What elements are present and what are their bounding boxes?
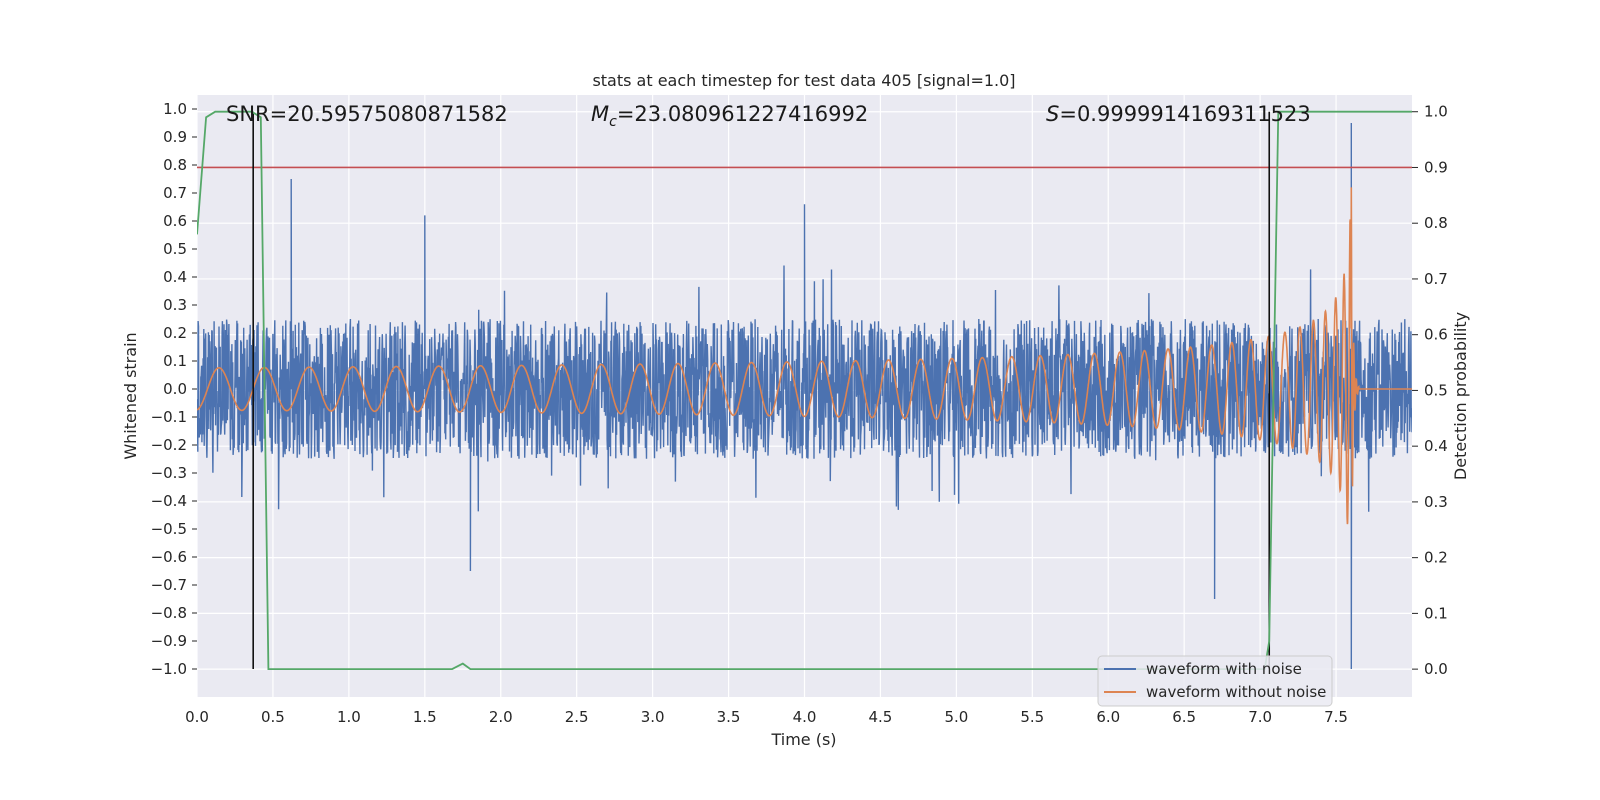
- y-tick-label-14: −0.4: [151, 492, 187, 510]
- y-tick-label-19: −0.9: [151, 632, 187, 650]
- mc-subscript: c: [609, 114, 617, 130]
- x-axis-ticks: 0.0 0.5 1.0 1.5 2.0 2.5 3.0 3.5 4.0 4.5 5.0 5.5 6.0 6…: [185, 708, 1348, 726]
- y-tick-label-7: 0.3: [163, 296, 187, 314]
- x-tick-label-5: 2.5: [565, 708, 589, 726]
- x-tick-label-1: 0.5: [261, 708, 285, 726]
- x-tick-label-8: 4.0: [793, 708, 817, 726]
- y-tick-label-10: 0.0: [163, 380, 187, 398]
- x-tick-label-6: 3.0: [641, 708, 665, 726]
- series-waveform-with-noise: [197, 123, 1412, 670]
- y-right-tick-label-7: 0.3: [1424, 493, 1448, 511]
- x-tick-label-7: 3.5: [717, 708, 741, 726]
- x-tick-label-14: 7.0: [1248, 708, 1272, 726]
- x-tick-label-4: 2.0: [489, 708, 513, 726]
- y-tick-label-11: −0.1: [151, 408, 187, 426]
- y-right-tick-label-6: 0.4: [1424, 437, 1448, 455]
- y-tick-label-16: −0.6: [151, 548, 187, 566]
- x-tick-label-10: 5.0: [944, 708, 968, 726]
- y-tick-label-0: 1.0: [163, 100, 187, 118]
- s-value: =0.9999914169311523: [1059, 102, 1310, 126]
- y-right-tick-label-3: 0.7: [1424, 270, 1448, 288]
- y-tick-label-15: −0.5: [151, 520, 187, 538]
- x-tick-label-0: 0.0: [185, 708, 209, 726]
- y-tick-label-8: 0.2: [163, 324, 187, 342]
- y-right-tick-label-9: 0.1: [1424, 604, 1448, 622]
- y-tick-label-6: 0.4: [163, 268, 187, 286]
- series-detection-probability: [197, 110, 1412, 670]
- series-waveform-without-noise: [197, 187, 1412, 525]
- y-tick-label-20: −1.0: [151, 660, 187, 678]
- chirp-mass-annotation: Mc=23.080961227416992: [591, 102, 868, 130]
- y-tick-label-1: 0.9: [163, 128, 187, 146]
- y-right-tick-label-8: 0.2: [1424, 549, 1448, 567]
- x-tick-label-15: 7.5: [1324, 708, 1348, 726]
- x-tick-label-3: 1.5: [413, 708, 437, 726]
- y-axis-ticks: 1.0 0.9 0.8 0.7 0.6 0.5 0.4 0.3 0.2 0.1 0.0 −0.1 −0.…: [151, 100, 197, 678]
- y-tick-label-12: −0.2: [151, 436, 187, 454]
- snr-annotation: SNR=20.59575080871582: [226, 102, 508, 126]
- y-axis-right-label: Detection probability: [1451, 312, 1470, 480]
- y-right-tick-label-4: 0.6: [1424, 326, 1448, 344]
- y-right-tick-label-2: 0.8: [1424, 214, 1448, 232]
- y-axis-right-ticks: 1.0 0.9 0.8 0.7 0.6 0.5 0.4 0.3 0.2 0.1 0.0: [1412, 103, 1448, 678]
- score-annotation: S=0.9999914169311523: [1046, 102, 1311, 126]
- y-tick-label-5: 0.5: [163, 240, 187, 258]
- x-tick-label-12: 6.0: [1096, 708, 1120, 726]
- y-tick-label-9: 0.1: [163, 352, 187, 370]
- mc-value: =23.080961227416992: [617, 102, 868, 126]
- y-right-tick-label-1: 0.9: [1424, 158, 1448, 176]
- y-tick-label-13: −0.3: [151, 464, 187, 482]
- y-tick-label-17: −0.7: [151, 576, 187, 594]
- y-tick-label-3: 0.7: [163, 184, 187, 202]
- legend-label-noise: waveform with noise: [1146, 660, 1302, 678]
- y-tick-label-18: −0.8: [151, 604, 187, 622]
- x-tick-label-9: 4.5: [869, 708, 893, 726]
- event-lines: [252, 111, 1271, 669]
- legend-label-clean: waveform without noise: [1146, 683, 1326, 701]
- mc-symbol: M: [591, 102, 609, 126]
- y-right-tick-label-0: 1.0: [1424, 103, 1448, 121]
- x-tick-label-11: 5.5: [1020, 708, 1044, 726]
- chart-title: stats at each timestep for test data 405…: [592, 71, 1015, 90]
- y-right-tick-label-5: 0.5: [1424, 381, 1448, 399]
- legend: waveform with noise waveform without noi…: [1097, 655, 1333, 707]
- x-tick-label-13: 6.5: [1172, 708, 1196, 726]
- x-tick-label-2: 1.0: [337, 708, 361, 726]
- y-tick-label-2: 0.8: [163, 156, 187, 174]
- legend-box: [1097, 655, 1333, 707]
- y-tick-label-4: 0.6: [163, 212, 187, 230]
- y-axis-label: Whitened strain: [121, 332, 140, 459]
- s-symbol: S: [1046, 102, 1059, 126]
- y-right-tick-label-10: 0.0: [1424, 660, 1448, 678]
- x-axis-label: Time (s): [770, 730, 836, 749]
